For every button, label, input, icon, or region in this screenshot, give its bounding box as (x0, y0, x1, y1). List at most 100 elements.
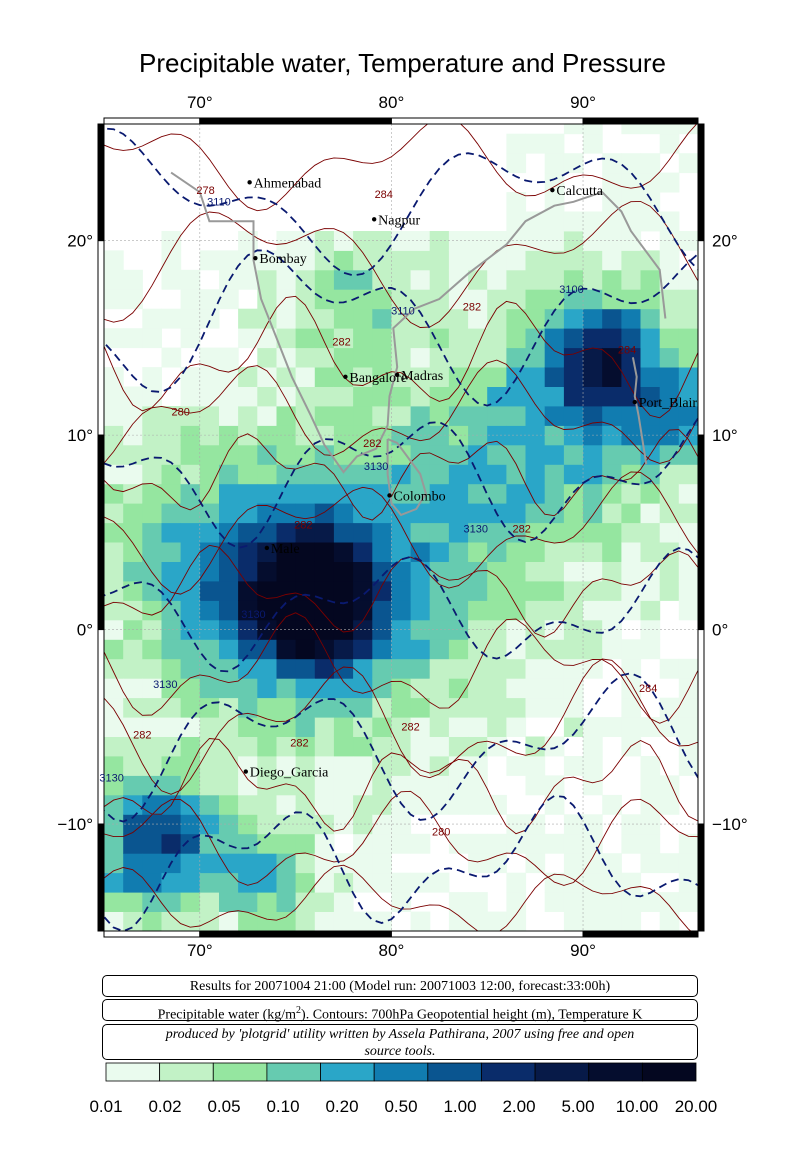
pw-cell (583, 347, 603, 368)
pw-cell (659, 347, 680, 368)
pw-cell (640, 308, 661, 329)
pw-cell (353, 328, 373, 349)
pw-cell (659, 444, 680, 465)
pw-cell (353, 581, 373, 601)
colorbar-swatch (159, 1062, 214, 1082)
pw-cell (180, 814, 201, 835)
pw-cell (678, 756, 698, 776)
pw-cell (276, 639, 297, 660)
pw-cell (429, 600, 450, 621)
pw-cell (563, 308, 584, 329)
pw-cell (506, 756, 527, 776)
city-marker: Nagpur (371, 213, 420, 228)
pw-cell (506, 542, 527, 562)
pw-cell (391, 522, 412, 543)
pw-cell (583, 892, 603, 912)
pw-cell (525, 678, 546, 699)
pw-cell (525, 347, 546, 368)
pw-cell (621, 542, 642, 562)
pw-cell (602, 872, 622, 893)
pw-cell (295, 522, 316, 543)
pw-cell (525, 833, 546, 854)
pw-cell (448, 522, 469, 543)
pw-cell (180, 697, 201, 718)
pw-cell (238, 892, 258, 912)
frame-bar-left (97, 240, 105, 436)
pw-cell (659, 406, 680, 426)
pw-cell (429, 794, 450, 815)
pw-cell (276, 328, 297, 349)
pw-cell (678, 522, 698, 543)
pw-cell (257, 736, 277, 757)
pw-cell (276, 289, 297, 310)
pw-cell (621, 814, 642, 835)
pw-cell (602, 794, 622, 815)
pw-cell (602, 328, 622, 349)
pw-cell (257, 483, 277, 504)
pw-cell (506, 697, 527, 718)
temperature-contour-label: 280 (171, 407, 189, 419)
pw-cell (468, 386, 488, 407)
pw-cell (104, 639, 124, 660)
pw-cell (525, 600, 546, 621)
pw-cell (468, 678, 488, 699)
colorbar-label: 20.00 (675, 1097, 718, 1116)
city-name: Nagpur (378, 213, 420, 228)
pw-cell (295, 328, 316, 349)
temperature-contour-label: 282 (401, 722, 419, 734)
top-longitude-label: 90° (570, 93, 596, 112)
pw-cell (333, 911, 354, 931)
pw-cell (295, 269, 316, 290)
pw-cell (238, 581, 258, 601)
pw-cell (448, 250, 469, 271)
pw-cell (468, 503, 488, 524)
pw-cell (333, 406, 354, 426)
pw-cell (583, 756, 603, 776)
city-dot (247, 180, 252, 185)
pw-cell (219, 542, 239, 562)
pw-cell (314, 308, 335, 329)
frame-bar-bottom (199, 930, 392, 938)
pw-cell (678, 153, 698, 174)
pw-cell (257, 775, 277, 796)
pw-cell (238, 775, 258, 796)
pw-cell (180, 911, 201, 931)
geopotential-height-contour (104, 127, 698, 277)
pw-cell (295, 483, 316, 504)
pw-cell (544, 561, 565, 582)
pw-cell (640, 367, 661, 387)
pw-cell (506, 872, 527, 893)
pw-cell (525, 425, 546, 446)
pw-cell (563, 464, 584, 485)
pw-cell (410, 756, 431, 776)
pw-cell (640, 406, 661, 426)
pw-cell (104, 561, 124, 582)
pw-cell (257, 425, 277, 446)
pw-cell (468, 406, 488, 426)
pw-cell (525, 581, 546, 601)
pw-cell (563, 522, 584, 543)
city-marker: Colombo (387, 489, 446, 504)
pw-cell (602, 639, 622, 660)
pw-cell (333, 814, 354, 835)
pw-cell (180, 833, 201, 854)
pw-cell (640, 639, 661, 660)
pw-cell (161, 425, 182, 446)
bottom-longitude-label: 90° (570, 941, 596, 960)
pw-cell (219, 581, 239, 601)
pw-cell (640, 581, 661, 601)
pw-cell (276, 736, 297, 757)
pw-cell (372, 697, 392, 718)
pw-cell (583, 289, 603, 310)
pw-cell (142, 367, 162, 387)
pw-cell (333, 483, 354, 504)
colorbar-label: 0.50 (384, 1097, 417, 1116)
pw-cell (372, 250, 392, 271)
pw-cell (468, 308, 488, 329)
pw-cell (429, 717, 450, 737)
pw-cell (314, 756, 335, 776)
pw-cell (525, 756, 546, 776)
geopotential-height-contour (104, 794, 698, 931)
pw-cell (161, 911, 182, 931)
pw-cell (448, 794, 469, 815)
